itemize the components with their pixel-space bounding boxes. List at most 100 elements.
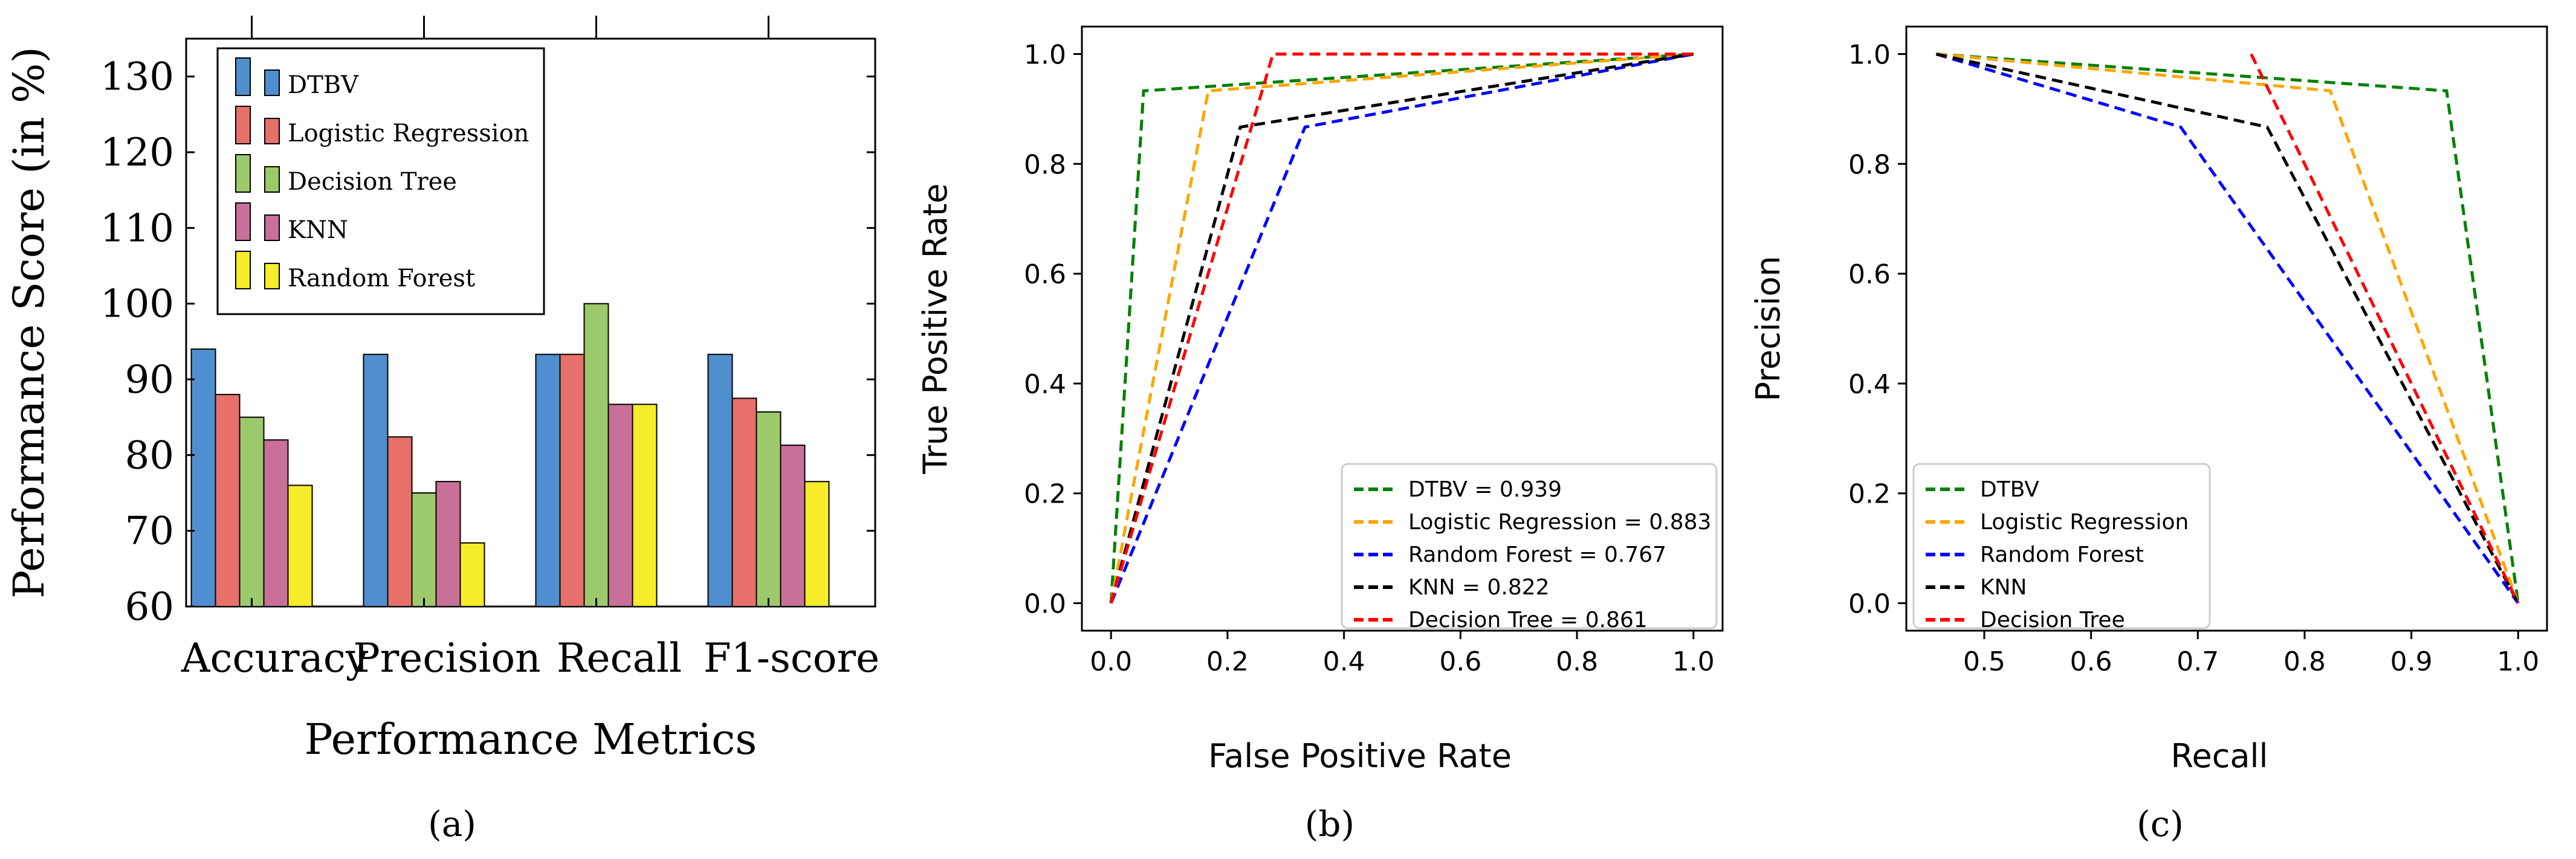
bar-recall-random-forest: [632, 404, 658, 607]
series-line-knn: [1109, 53, 1694, 604]
series-line-random: [1935, 53, 2520, 604]
plot-frame: [1905, 25, 2548, 632]
x-tick-label: 0.8: [2283, 646, 2326, 677]
legend-swatch: [264, 166, 280, 193]
legend-swatch: [264, 263, 280, 289]
x-tick-label: 1.0: [2497, 646, 2539, 677]
bar-accuracy-dtbv: [190, 348, 216, 607]
x-tick-label: 0.2: [1206, 646, 1249, 677]
y-tick-label: 0.4: [1024, 369, 1066, 400]
series-line-random: [1109, 53, 1694, 604]
legend-label: Random Forest = 0.767: [1408, 542, 1666, 567]
legend-box: [1341, 463, 1718, 629]
bar-precision-random-forest: [459, 542, 485, 607]
x-axis-label: Recall: [2170, 737, 2268, 775]
legend-label: Logistic Regression = 0.883: [1408, 510, 1711, 535]
x-tick-label: 0.8: [1556, 646, 1598, 677]
legend-swatch: [235, 106, 251, 144]
bar-f1-score-logistic-regression: [731, 397, 757, 607]
y-axis-label: Performance Score (in %): [4, 47, 54, 599]
x-tick-label: F1-score: [704, 635, 879, 681]
legend-label: Random Forest: [288, 265, 475, 292]
bar-accuracy-decision-tree: [239, 416, 265, 608]
y-tick-label: 1.0: [1024, 39, 1066, 70]
bar-f1-score-decision-tree: [756, 411, 782, 607]
y-tick-label: 100: [100, 282, 174, 327]
series-line-dtbv: [1109, 53, 1694, 603]
legend: DTBV = 0.939 Logistic Regression = 0.883 R…: [1341, 463, 1718, 632]
panel-caption: (b): [1305, 803, 1354, 845]
legend-label: KNN: [1980, 575, 2027, 600]
y-tick-label: 130: [100, 55, 174, 100]
bar-precision-logistic-regression: [387, 436, 413, 608]
legend-label: Decision Tree: [288, 168, 457, 196]
x-tick-label: Precision: [353, 635, 540, 681]
legend-swatch: [235, 251, 251, 289]
x-tick-label: 0.7: [2176, 646, 2219, 677]
y-tick-label: 0.8: [1848, 149, 1891, 180]
legend-swatch: [264, 118, 280, 144]
y-tick-label: 110: [100, 206, 174, 251]
series-line-knn: [1935, 53, 2520, 604]
panel-caption: (a): [428, 803, 476, 845]
bar-precision-decision-tree: [411, 492, 437, 607]
legend-label: DTBV: [288, 71, 359, 99]
y-tick-label: 70: [125, 509, 174, 554]
legend-label: Decision Tree = 0.861: [1408, 608, 1648, 632]
y-tick-label: 0.4: [1848, 369, 1891, 400]
bar-f1-score-dtbv: [707, 353, 733, 607]
legend-swatch: [235, 202, 251, 241]
legend-swatch: [264, 69, 280, 96]
y-tick-label: 0.0: [1024, 589, 1066, 620]
bar-precision-dtbv: [363, 353, 389, 607]
y-tick-label: 90: [125, 358, 174, 402]
legend-label: KNN = 0.822: [1408, 575, 1550, 600]
y-tick-label: 1.0: [1848, 39, 1891, 70]
series-line-logistic: [1936, 53, 2520, 604]
x-tick-label: Recall: [557, 635, 682, 681]
legend-label: DTBV: [1980, 477, 2039, 502]
legend: DTBV Logistic Regression Random Forest KNN D…: [1912, 463, 2211, 632]
y-tick-label: 0.0: [1848, 589, 1891, 620]
legend-swatch: [264, 214, 280, 241]
bar-accuracy-knn: [263, 439, 289, 607]
y-tick-label: 0.8: [1024, 149, 1066, 180]
legend-label: Random Forest: [1980, 542, 2144, 567]
x-tick-label: 0.6: [1439, 646, 1481, 677]
bar-recall-knn: [607, 404, 633, 607]
x-axis-label: False Positive Rate: [1208, 737, 1512, 775]
y-tick-label: 120: [100, 130, 174, 175]
series-line-decision: [2250, 53, 2520, 604]
legend: DTBV Logistic Regression Decision Tree KNN R…: [216, 47, 545, 315]
legend-swatch: [235, 57, 251, 96]
x-tick-label: 0.0: [1090, 646, 1132, 677]
legend-swatch: [235, 154, 251, 193]
series-line-logistic: [1109, 53, 1694, 603]
legend-label: Decision Tree: [1980, 608, 2125, 632]
x-tick-label: 0.9: [2390, 646, 2433, 677]
series-line-decision: [1109, 53, 1694, 604]
y-tick-label: 0.6: [1848, 259, 1891, 290]
bar-precision-knn: [435, 481, 461, 608]
y-tick-label: 0.2: [1848, 479, 1891, 510]
bar-recall-logistic-regression: [559, 353, 585, 607]
plot-frame: [185, 37, 876, 608]
x-tick-label: 0.6: [2070, 646, 2112, 677]
legend-label: KNN: [288, 216, 348, 244]
legend-label: Logistic Regression: [288, 120, 529, 147]
legend-label: Logistic Regression: [1980, 510, 2189, 535]
y-axis-label: True Positive Rate: [916, 183, 954, 474]
legend-box: [1912, 463, 2211, 629]
x-tick-label: 1.0: [1672, 646, 1715, 677]
bar-accuracy-random-forest: [287, 484, 313, 608]
bar-f1-score-knn: [780, 445, 806, 607]
roc-chart-panel: 0.0 0.2 0.4 0.6 0.8 1.0 0.0 0.2 0.4 0.6 0.8 1.0 Tru…: [916, 25, 1724, 845]
y-tick-label: 0.2: [1024, 479, 1066, 510]
y-tick-label: 0.6: [1024, 259, 1066, 290]
panel-caption: (c): [2137, 803, 2184, 845]
x-tick-label: 0.5: [1963, 646, 2005, 677]
x-tick-label: Accuracy: [181, 635, 369, 681]
series-line-dtbv: [1936, 53, 2520, 603]
